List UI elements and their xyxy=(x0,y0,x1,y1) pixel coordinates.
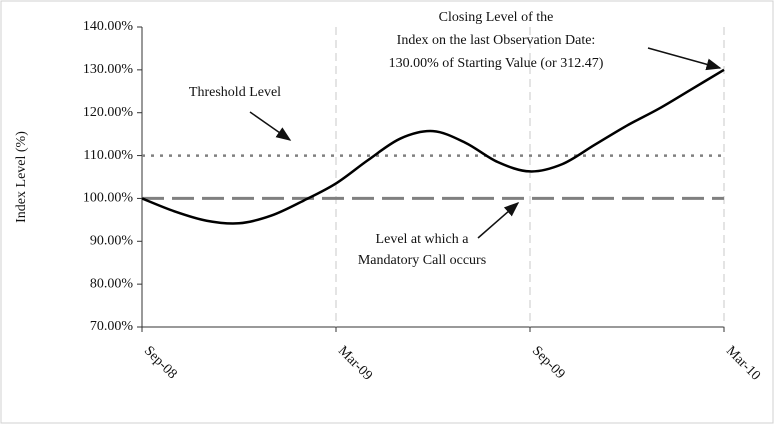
y-tick-label: 90.00% xyxy=(90,234,134,249)
y-tick-label: 140.00% xyxy=(83,19,134,34)
x-tick-label: Sep-09 xyxy=(529,343,568,382)
closing-annotation: Index on the last Observation Date: xyxy=(397,33,596,48)
x-tick-label: Mar-10 xyxy=(723,343,763,383)
y-tick-label: 120.00% xyxy=(83,105,134,120)
call-level-label: Mandatory Call occurs xyxy=(358,253,486,268)
arrow xyxy=(249,111,292,141)
call-level-label: Level at which a xyxy=(376,232,470,247)
closing-annotation: 130.00% of Starting Value (or 312.47) xyxy=(389,56,604,71)
x-tick-label: Sep-08 xyxy=(141,343,180,382)
index-line xyxy=(141,68,725,225)
y-tick-label: 80.00% xyxy=(90,276,134,291)
y-tick-label: 100.00% xyxy=(83,191,134,206)
closing-annotation: Closing Level of the xyxy=(439,10,554,25)
threshold-label: Threshold Level xyxy=(189,85,281,100)
x-tick-label: Mar-09 xyxy=(335,343,375,383)
y-tick-label: 130.00% xyxy=(83,62,134,77)
y-axis-label: Index Level (%) xyxy=(14,131,29,223)
arrow xyxy=(477,202,520,239)
y-tick-label: 70.00% xyxy=(90,319,134,334)
y-tick-label: 110.00% xyxy=(83,148,133,163)
arrow xyxy=(647,47,722,71)
